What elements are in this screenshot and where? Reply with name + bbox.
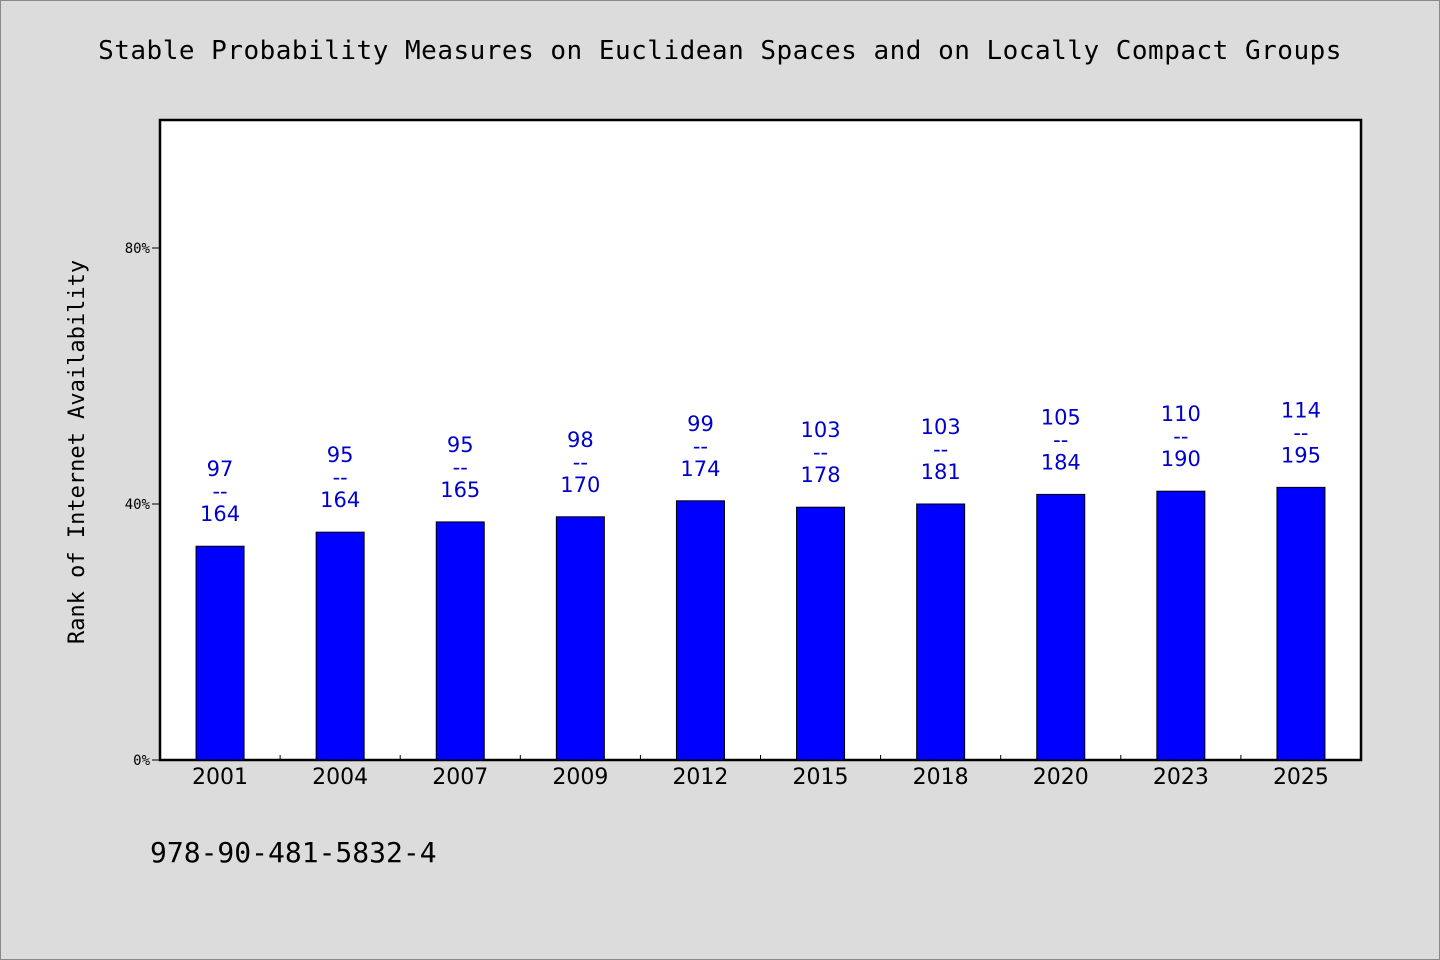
bar-label-bottom: 190 [1161,447,1201,471]
x-tick-label: 2007 [432,765,488,790]
x-tick-label: 2025 [1273,765,1329,790]
bar-label-sep: -- [1053,428,1068,452]
x-tick-label: 2020 [1033,765,1089,790]
bar-label-top: 98 [567,428,594,452]
x-tick-label: 2001 [192,765,248,790]
chart-title: Stable Probability Measures on Euclidean… [98,36,1342,66]
y-tick-label: 40% [125,497,151,513]
y-tick-label: 0% [133,753,150,769]
bar-label-bottom: 184 [1041,450,1081,474]
bar-2020 [1036,493,1086,761]
bar-2018 [916,503,966,761]
bar-2023 [1156,490,1206,761]
bar-label-bottom: 170 [560,473,600,497]
x-tick-label: 2018 [913,765,969,790]
bar-label-top: 110 [1161,402,1201,426]
bar-label-bottom: 195 [1281,443,1321,467]
bar-label-top: 95 [327,443,354,467]
bar-2004 [315,531,365,761]
y-axis-label: Rank of Internet Availability [65,260,90,644]
bar-label-sep: -- [693,434,708,458]
bar-label-top: 95 [447,433,474,457]
bar-label-bottom: 178 [801,463,841,487]
bar-2012 [675,500,725,761]
bar-label-top: 103 [801,418,841,442]
bar-label-top: 105 [1041,405,1081,429]
bar-2025 [1276,486,1326,761]
bar-2015 [796,506,846,761]
x-tick-label: 2012 [672,765,728,790]
bar-label-top: 99 [687,412,714,436]
bar-label-bottom: 164 [320,488,360,512]
bar-label-top: 103 [921,415,961,439]
bar-label-top: 97 [207,457,234,481]
bar-label-top: 114 [1281,398,1321,422]
bar-label-sep: -- [813,441,828,465]
bar-label-bottom: 165 [440,478,480,502]
y-tick-label: 80% [125,241,151,257]
bar-label-sep: -- [453,455,468,479]
x-tick-label: 2009 [552,765,608,790]
bar-label-bottom: 174 [680,457,720,481]
bar-label-sep: -- [212,480,227,504]
x-tick-label: 2015 [793,765,849,790]
bar-label-sep: -- [1293,421,1308,445]
bar-label-sep: -- [573,450,588,474]
bar-2007 [435,521,485,761]
bar-label-sep: -- [933,438,948,462]
bar-label-bottom: 164 [200,502,240,526]
x-tick-label: 2023 [1153,765,1209,790]
bar-label-bottom: 181 [921,460,961,484]
bar-2009 [555,516,605,761]
bar-2001 [195,545,245,761]
bar-label-sep: -- [1173,425,1188,449]
x-tick-label: 2004 [312,765,368,790]
footer-code: 978-90-481-5832-4 [150,836,437,869]
bar-label-sep: -- [333,466,348,490]
